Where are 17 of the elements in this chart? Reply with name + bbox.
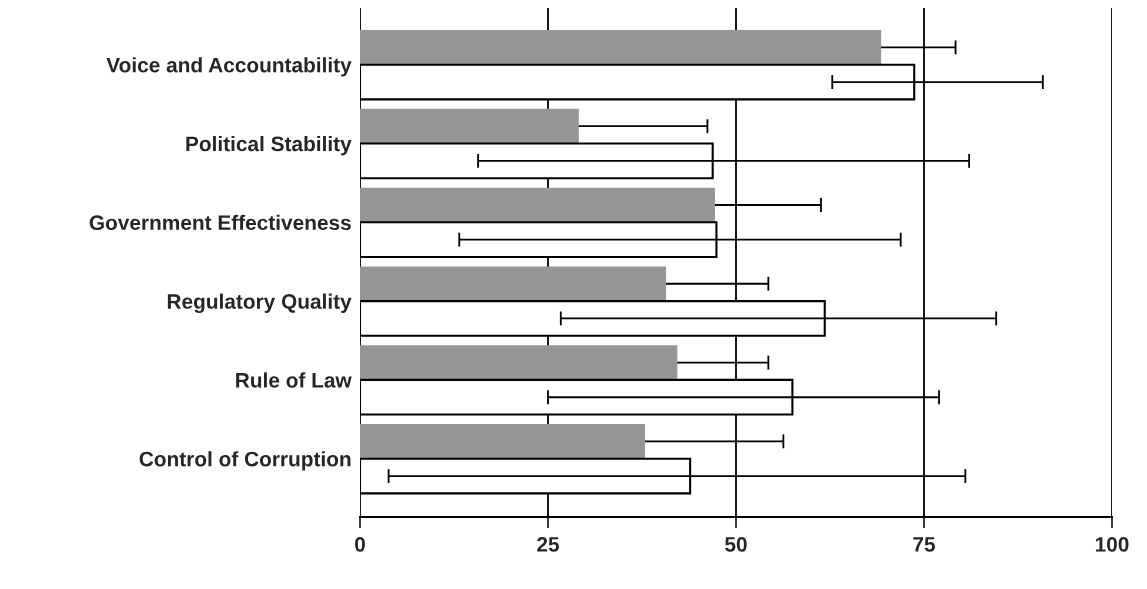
x-tick-label: 100 xyxy=(1095,536,1129,552)
x-tick-label: 50 xyxy=(725,536,747,552)
bar xyxy=(360,30,882,65)
bar xyxy=(360,266,667,302)
x-tick-label: 0 xyxy=(355,536,365,552)
y-tick-label: Voice and Accountability xyxy=(106,57,352,77)
y-tick-label: Political Stability xyxy=(186,135,352,156)
y-tick-label: Control of Corruption xyxy=(139,451,351,471)
bar xyxy=(360,187,715,223)
bar xyxy=(360,424,646,459)
y-tick-label: Regulatory Quality xyxy=(167,293,352,314)
bar xyxy=(360,345,678,380)
bar xyxy=(360,108,579,144)
x-tick-label: 75 xyxy=(913,537,936,552)
y-tick-label: Rule of Law xyxy=(236,372,352,388)
x-tick-label: 25 xyxy=(537,536,560,552)
y-tick-label: Government Effectiveness xyxy=(89,214,351,231)
